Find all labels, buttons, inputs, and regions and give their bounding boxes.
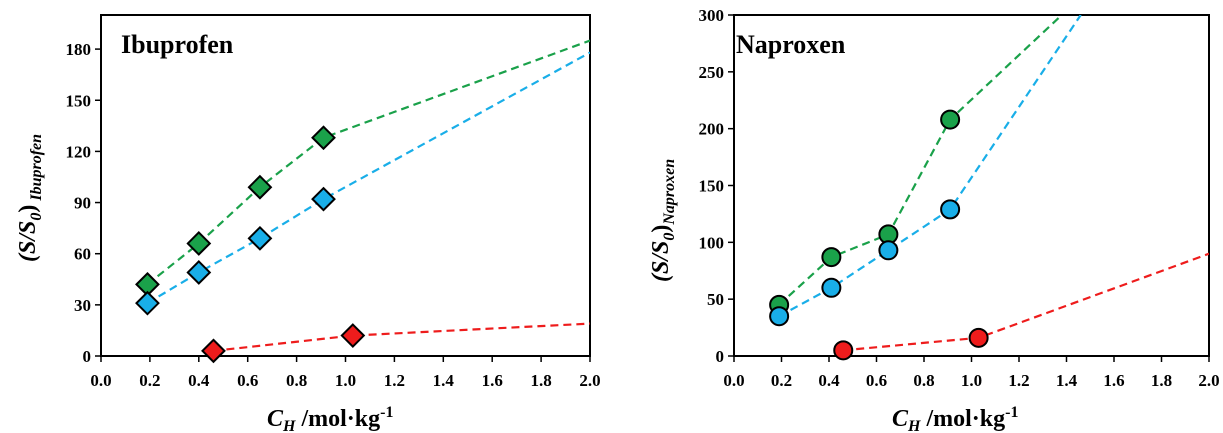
ibuprofen-y-axis-label-main: (S/S xyxy=(15,221,41,262)
naproxen-tick-layer: 0.0 0.2 0.4 0.6 0.8 1.0 1.2 1.4 1.6 1.8 2.0 0 50 100 1… xyxy=(699,6,1220,390)
naproxen-x-tick-label: 0.0 xyxy=(723,371,744,390)
naproxen-y-tick-label: 100 xyxy=(699,233,725,252)
ibuprofen-y-tick-label: 120 xyxy=(66,142,92,161)
ibuprofen-x-tick-label: 0.0 xyxy=(90,371,111,390)
naproxen-y-axis-label-close: ) xyxy=(648,225,674,233)
ibuprofen-x-axis-label-sub: H xyxy=(282,418,296,433)
naproxen-x-tick-label: 0.6 xyxy=(866,371,887,390)
naproxen-series-1-point xyxy=(821,247,842,268)
naproxen-panel-title: Naproxen xyxy=(736,30,846,59)
naproxen-line-layer xyxy=(778,15,1209,352)
ibuprofen-panel-title: Ibuprofen xyxy=(121,30,234,59)
naproxen-x-tick-label: 0.8 xyxy=(913,371,934,390)
ibuprofen-series-2-point xyxy=(311,186,336,212)
naproxen-series-3-trend-line xyxy=(843,252,1209,352)
ibuprofen-series-1-point xyxy=(186,231,212,256)
ibuprofen-series-2-point xyxy=(186,260,212,285)
naproxen-plot-frame xyxy=(733,14,1210,357)
ibuprofen-series-3-point xyxy=(201,338,226,364)
naproxen-y-axis-label-sub: Naproxen xyxy=(661,159,678,226)
ibuprofen-series-1-point xyxy=(311,125,336,151)
ibuprofen-x-axis-label-sup: -1 xyxy=(380,404,393,421)
ibuprofen-chart: 0.0 0.2 0.4 0.6 0.8 1.0 1.2 1.4 1.6 1.8 2.0 0 30 60 90… xyxy=(15,14,601,433)
naproxen-y-tick-label: 0 xyxy=(716,347,725,366)
naproxen-y-axis-label-main: (S/S xyxy=(648,241,674,282)
ibuprofen-y-axis-label-sub: Ibuprofen xyxy=(28,134,45,205)
ibuprofen-x-tick-label: 0.4 xyxy=(188,371,210,390)
ibuprofen-line-layer xyxy=(146,39,590,352)
ibuprofen-x-axis-label-units: /mol·kg xyxy=(295,406,380,432)
naproxen-series-3-point xyxy=(968,327,989,348)
ibuprofen-x-tick-label: 1.4 xyxy=(433,371,455,390)
naproxen-x-axis-label: CH /mol·kg-1 xyxy=(892,404,1018,433)
naproxen-x-axis-label-main: C xyxy=(892,406,909,432)
ibuprofen-y-tick-label: 90 xyxy=(74,194,91,213)
naproxen-marker-layer xyxy=(769,109,989,361)
ibuprofen-series-3-trend-line xyxy=(213,322,590,352)
ibuprofen-y-tick-label: 150 xyxy=(66,91,92,110)
ibuprofen-y-axis-label-close: ) xyxy=(15,205,41,213)
ibuprofen-x-axis-label: CH /mol·kg-1 xyxy=(267,404,393,433)
naproxen-x-tick-label: 2.0 xyxy=(1198,371,1219,390)
naproxen-x-tick-label: 1.0 xyxy=(961,371,982,390)
ibuprofen-y-tick-label: 180 xyxy=(66,40,92,59)
naproxen-series-2-point xyxy=(878,240,899,261)
ibuprofen-tick-layer: 0.0 0.2 0.4 0.6 0.8 1.0 1.2 1.4 1.6 1.8 2.0 0 30 60 90… xyxy=(66,40,601,390)
naproxen-x-tick-label: 0.2 xyxy=(771,371,792,390)
ibuprofen-x-tick-label: 1.0 xyxy=(335,371,356,390)
naproxen-x-tick-label: 1.4 xyxy=(1056,371,1078,390)
naproxen-x-axis-label-units: /mol·kg xyxy=(920,406,1005,432)
ibuprofen-series-2-point xyxy=(135,290,160,316)
naproxen-y-axis-label-sub0: 0 xyxy=(661,233,678,241)
ibuprofen-y-axis-label-sub0: 0 xyxy=(28,213,45,221)
ibuprofen-x-tick-label: 1.2 xyxy=(384,371,405,390)
naproxen-x-tick-label: 0.4 xyxy=(818,371,840,390)
naproxen-y-tick-label: 250 xyxy=(699,63,725,82)
naproxen-series-2-point xyxy=(769,306,790,327)
naproxen-y-tick-label: 50 xyxy=(707,290,724,309)
ibuprofen-series-1-point xyxy=(247,174,273,200)
naproxen-series-2-point xyxy=(940,199,961,220)
ibuprofen-x-tick-label: 0.8 xyxy=(286,371,307,390)
naproxen-y-axis-label: (S/S0)Naproxen xyxy=(648,159,678,282)
ibuprofen-y-tick-label: 0 xyxy=(83,347,92,366)
ibuprofen-y-tick-label: 30 xyxy=(74,296,91,315)
naproxen-y-tick-label: 150 xyxy=(699,177,725,196)
naproxen-chart: 0.0 0.2 0.4 0.6 0.8 1.0 1.2 1.4 1.6 1.8 2.0 0 50 100 1… xyxy=(648,6,1220,433)
ibuprofen-marker-layer xyxy=(135,125,366,364)
ibuprofen-y-axis-label: (S/S0) Ibuprofen xyxy=(15,134,45,262)
naproxen-y-tick-label: 200 xyxy=(699,120,725,139)
naproxen-series-1-point xyxy=(940,109,961,130)
naproxen-x-tick-label: 1.6 xyxy=(1103,371,1124,390)
ibuprofen-x-tick-label: 1.8 xyxy=(530,371,551,390)
ibuprofen-x-tick-label: 2.0 xyxy=(579,371,600,390)
naproxen-x-tick-label: 1.2 xyxy=(1008,371,1029,390)
naproxen-x-axis-label-sub: H xyxy=(907,418,921,433)
naproxen-series-2-point xyxy=(821,277,842,298)
ibuprofen-x-tick-label: 0.6 xyxy=(237,371,258,390)
ibuprofen-x-tick-label: 1.6 xyxy=(482,371,503,390)
naproxen-series-3-point xyxy=(833,340,854,361)
naproxen-x-tick-label: 1.8 xyxy=(1151,371,1172,390)
naproxen-x-axis-label-sup: -1 xyxy=(1005,404,1018,421)
ibuprofen-x-tick-label: 0.2 xyxy=(139,371,160,390)
ibuprofen-series-2-point xyxy=(247,225,273,251)
ibuprofen-series-2-trend-line xyxy=(146,51,590,305)
ibuprofen-x-axis-label-main: C xyxy=(267,406,284,432)
naproxen-y-tick-label: 300 xyxy=(699,6,725,25)
ibuprofen-series-1-trend-line xyxy=(146,39,590,286)
ibuprofen-series-3-point xyxy=(340,323,366,348)
naproxen-series-2-trend-line xyxy=(778,15,1082,318)
ibuprofen-plot-frame xyxy=(100,14,591,357)
ibuprofen-y-tick-label: 60 xyxy=(74,245,91,264)
